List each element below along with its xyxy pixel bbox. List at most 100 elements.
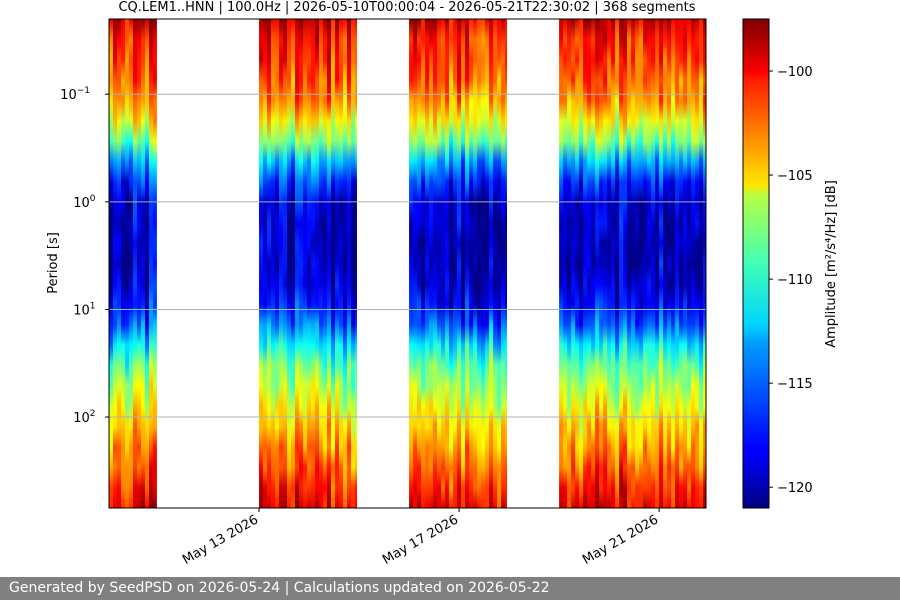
spectrogram-column: [113, 19, 118, 508]
y-tick-exponent: −1: [77, 86, 90, 96]
colorbar-gradient: [742, 18, 770, 509]
data-segment: [109, 19, 157, 508]
spectrogram-column: [307, 19, 312, 508]
spectrogram-column: [575, 19, 580, 508]
spectrogram-column: [469, 19, 474, 508]
spectrogram-column: [651, 19, 656, 508]
colorbar-tick-label: −105: [777, 169, 813, 184]
colorbar-tick-label: −115: [777, 377, 813, 392]
spectrogram-column: [141, 19, 146, 508]
spectrogram-column: [441, 19, 446, 508]
y-tick-label: 102: [73, 409, 95, 426]
spectrogram-column: [559, 19, 564, 508]
spectrogram-column: [315, 19, 320, 508]
spectrogram-column: [331, 19, 336, 508]
spectrogram-column: [647, 19, 652, 508]
spectrogram-column: [445, 19, 450, 508]
spectrogram-column: [283, 19, 288, 508]
gridlines: [109, 93, 706, 418]
spectrogram-column: [691, 19, 696, 508]
spectrogram-column: [485, 19, 490, 508]
spectrogram-column: [271, 19, 276, 508]
spectrogram-column: [109, 19, 114, 508]
spectrogram-column: [343, 19, 348, 508]
spectrogram-column: [319, 19, 324, 508]
y-tick-label: 100: [73, 194, 96, 211]
spectrogram-column: [477, 19, 482, 508]
spectrogram-column: [603, 19, 608, 508]
spectrogram-column: [461, 19, 466, 508]
spectrogram-column: [153, 19, 157, 508]
footer-text: Generated by SeedPSD on 2026-05-24 | Cal…: [9, 580, 550, 596]
spectrogram-column: [437, 19, 442, 508]
spectrogram-column: [587, 19, 592, 508]
spectrogram-column: [133, 19, 138, 508]
spectrogram-column: [567, 19, 572, 508]
spectrogram-column: [429, 19, 434, 508]
spectrogram-column: [449, 19, 454, 508]
spectrogram-column: [493, 19, 498, 508]
spectrogram-column: [303, 19, 308, 508]
data-segment: [559, 19, 706, 508]
spectrogram-column: [699, 19, 704, 508]
spectrogram-column: [643, 19, 648, 508]
spectrogram-column: [659, 19, 664, 508]
spectrogram-column: [683, 19, 688, 508]
spectrogram-column: [355, 19, 357, 508]
spectrogram-column: [267, 19, 272, 508]
spectrogram-column: [145, 19, 150, 508]
y-tick-label: 101: [73, 301, 95, 318]
spectrogram-column: [291, 19, 296, 508]
spectrogram-column: [453, 19, 458, 508]
spectrogram-column: [497, 19, 502, 508]
spectrogram-column: [327, 19, 332, 508]
y-tick-label: 10−1: [60, 86, 90, 103]
spectrogram-column: [501, 19, 506, 508]
spectrogram-column: [631, 19, 636, 508]
colorbar-label: Amplitude [m²/s⁴/Hz] [dB]: [824, 180, 839, 348]
colorbar: −100 −105 −110 −115 −120 Amplitude [m²/s⁴/Hz…: [742, 18, 839, 509]
spectrogram-column: [599, 19, 604, 508]
spectrogram-column: [295, 19, 300, 508]
spectrogram-column: [615, 19, 620, 508]
spectrogram-column: [579, 19, 584, 508]
colorbar-tick-label: −100: [777, 65, 813, 80]
footer-bar: Generated by SeedPSD on 2026-05-24 | Cal…: [0, 577, 900, 600]
spectrogram-column: [121, 19, 126, 508]
spectrogram-column: [433, 19, 438, 508]
spectrogram-column: [421, 19, 426, 508]
spectrogram-column: [595, 19, 600, 508]
spectrogram-segments: [109, 19, 706, 508]
spectrogram-column: [351, 19, 356, 508]
spectrogram-column: [489, 19, 494, 508]
spectrogram-column: [703, 19, 706, 508]
spectrogram-column: [335, 19, 340, 508]
y-tick-exponent: 0: [90, 194, 96, 204]
spectrogram-column: [675, 19, 680, 508]
spectrogram-column: [639, 19, 644, 508]
spectrogram-column: [623, 19, 628, 508]
plot-area: [108, 18, 707, 509]
y-tick-exponent: 2: [90, 409, 96, 419]
spectrogram-column: [149, 19, 154, 508]
spectrogram-column: [607, 19, 612, 508]
spectrogram-column: [409, 19, 414, 508]
spectrogram-column: [591, 19, 596, 508]
colorbar-tick-label: −120: [777, 481, 813, 496]
spectrogram-column: [323, 19, 328, 508]
spectrogram-column: [279, 19, 284, 508]
spectrogram-column: [425, 19, 430, 508]
spectrogram-column: [347, 19, 352, 508]
spectrogram-column: [635, 19, 640, 508]
x-tick-label: May 17 2026: [380, 512, 461, 567]
spectrogram-column: [465, 19, 470, 508]
spectrogram-column: [687, 19, 692, 508]
spectrogram-column: [263, 19, 268, 508]
spectrogram-column: [259, 19, 264, 508]
spectrogram-column: [663, 19, 668, 508]
spectrogram-column: [481, 19, 486, 508]
colorbar-tick-label: −110: [777, 273, 813, 288]
data-segment: [409, 19, 507, 508]
spectrogram-column: [695, 19, 700, 508]
spectrogram-column: [473, 19, 478, 508]
